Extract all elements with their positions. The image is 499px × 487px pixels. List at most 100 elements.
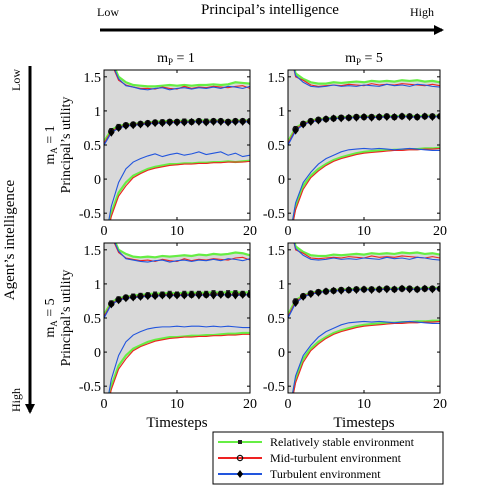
data-point xyxy=(361,113,367,122)
data-point xyxy=(159,119,166,128)
panel-plot-area xyxy=(288,70,440,220)
x-tick-label: 0 xyxy=(285,224,292,239)
data-point xyxy=(338,114,345,123)
data-point xyxy=(383,285,390,294)
left-low-label: Low xyxy=(9,69,23,91)
data-point xyxy=(247,290,250,299)
x-axis-label-1: Timesteps xyxy=(146,415,207,431)
legend: Relatively stable environment Mid-turbule… xyxy=(212,431,444,485)
data-point xyxy=(174,291,180,300)
row-label-1: mA = 1 xyxy=(43,125,59,164)
y-tick-label: 1 xyxy=(94,105,101,120)
y-tick-label: -0.5 xyxy=(263,380,285,395)
data-point xyxy=(315,288,322,297)
legend-entry: Mid-turbulent environment xyxy=(218,451,402,465)
data-point xyxy=(315,116,322,125)
y-tick-label: 0.5 xyxy=(84,312,102,327)
data-point xyxy=(330,114,337,123)
y-tick-label: 1 xyxy=(94,278,101,293)
panel-4: -0.500.511.50 10 20 xyxy=(263,242,447,412)
legend-label: Relatively stable environment xyxy=(270,435,415,449)
data-point xyxy=(159,291,166,300)
data-point xyxy=(247,117,250,126)
data-point xyxy=(130,293,137,302)
series-lower-line xyxy=(108,331,250,393)
series-upper-line xyxy=(114,243,250,259)
data-point xyxy=(144,119,151,128)
x-tick-label: 10 xyxy=(357,397,371,412)
series-lower-line xyxy=(109,333,250,393)
data-point xyxy=(225,118,232,127)
data-point xyxy=(210,291,217,300)
data-point xyxy=(217,117,224,126)
panel-plot-area xyxy=(104,70,250,220)
x-tick-label: 20 xyxy=(243,224,257,239)
legend-marker xyxy=(236,454,244,462)
x-tick-label: 0 xyxy=(101,224,108,239)
row-header-2: mA = 5 Principal’s utility xyxy=(43,270,74,367)
data-point xyxy=(345,286,352,295)
data-point xyxy=(406,285,413,294)
legend-entries: Relatively stable environment Mid-turbule… xyxy=(218,435,415,481)
series-lower-line xyxy=(292,147,440,220)
data-point xyxy=(323,287,329,296)
data-point xyxy=(414,285,421,294)
data-point xyxy=(232,117,239,126)
data-point xyxy=(115,296,122,305)
data-point xyxy=(166,291,173,300)
data-point xyxy=(174,118,180,127)
data-point xyxy=(338,286,345,295)
data-point xyxy=(307,290,314,299)
confidence-band xyxy=(288,70,440,220)
data-point xyxy=(383,113,390,122)
y-tick-label: 0.5 xyxy=(268,312,286,327)
data-point xyxy=(421,112,428,121)
data-point xyxy=(239,117,246,126)
panels: -0.500.511.50 10 20-0.500.511.50 10 20-0.500… xyxy=(79,69,447,412)
data-point xyxy=(144,292,151,301)
data-point xyxy=(181,118,188,127)
series-upper-line xyxy=(114,243,250,263)
data-point xyxy=(414,113,421,122)
data-point xyxy=(188,290,195,299)
y-tick-label: 1.5 xyxy=(268,71,286,86)
data-point xyxy=(239,290,246,299)
data-point xyxy=(353,286,360,295)
x-tick-label: 10 xyxy=(170,397,184,412)
panel-2: -0.500.511.50 10 20 xyxy=(263,69,447,239)
legend-label: Turbulent environment xyxy=(270,467,381,481)
data-point xyxy=(137,292,144,301)
y-tick-label: -0.5 xyxy=(79,207,101,222)
x-tick-label: 20 xyxy=(433,224,447,239)
data-point xyxy=(210,117,217,126)
y-tick-label: 0.5 xyxy=(268,139,286,154)
data-point xyxy=(137,120,144,129)
series-upper-line xyxy=(293,70,440,88)
data-point xyxy=(391,285,398,294)
x-tick-label: 20 xyxy=(243,397,257,412)
data-point xyxy=(225,290,232,299)
series-lower-line xyxy=(292,320,440,393)
data-point xyxy=(368,113,375,122)
data-point xyxy=(437,284,440,293)
x-tick-label: 10 xyxy=(170,224,184,239)
confidence-band xyxy=(288,243,440,393)
confidence-band xyxy=(104,70,250,220)
data-point xyxy=(429,285,436,294)
data-point xyxy=(203,290,210,299)
data-point xyxy=(330,286,337,295)
top-high-label: High xyxy=(410,5,434,19)
panel-plot-area xyxy=(288,243,440,393)
legend-label: Mid-turbulent environment xyxy=(270,451,402,465)
data-point xyxy=(437,112,440,121)
series-lower-line xyxy=(108,325,250,393)
data-point xyxy=(108,128,115,137)
y-tick-label: 1 xyxy=(278,105,285,120)
data-point xyxy=(429,113,436,122)
y-axis-label-1: Principal’s utility xyxy=(59,97,74,194)
data-point xyxy=(323,115,329,124)
data-point xyxy=(353,113,360,122)
data-point xyxy=(399,284,405,293)
data-point xyxy=(300,292,307,301)
